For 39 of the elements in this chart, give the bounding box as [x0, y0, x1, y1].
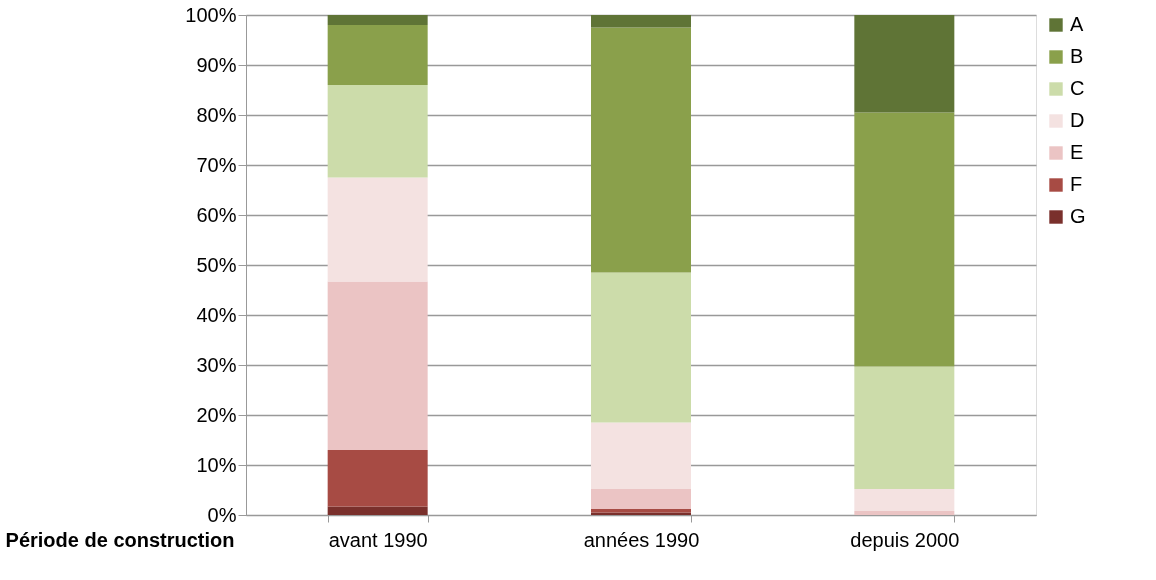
legend-label: B: [1070, 45, 1084, 67]
bar: [327, 177, 428, 282]
y-tick-label: 70%: [196, 153, 237, 176]
x-tick-label: depuis 2000: [850, 528, 960, 551]
bar: [327, 506, 428, 515]
legend-label: G: [1070, 205, 1086, 227]
bar: [327, 85, 428, 178]
bar: [327, 15, 428, 25]
x-tick-label: années 1990: [583, 528, 700, 551]
y-tick-label: 40%: [196, 303, 237, 326]
x-tick-label: avant 1990: [328, 528, 428, 551]
y-tick-label: 10%: [196, 453, 237, 476]
y-tick-label: 100%: [185, 3, 237, 26]
bar: [854, 15, 955, 113]
bar: [854, 489, 955, 511]
bar: [854, 366, 955, 489]
y-tick-label: 60%: [196, 203, 237, 226]
y-tick-label: 90%: [196, 53, 237, 76]
bar: [591, 15, 691, 28]
bar: [591, 489, 691, 509]
bar: [591, 272, 691, 423]
bar: [327, 25, 428, 85]
y-tick-label: 50%: [196, 253, 237, 276]
bar: [327, 450, 428, 507]
legend-label: E: [1070, 141, 1084, 163]
bar: [591, 27, 691, 273]
legend-label: D: [1070, 109, 1085, 131]
y-tick-label: 0%: [207, 503, 237, 526]
legend-label: F: [1070, 173, 1083, 195]
bar: [591, 422, 691, 489]
y-tick-label: 20%: [196, 403, 237, 426]
bar: [854, 112, 955, 367]
y-tick-label: 80%: [196, 103, 237, 126]
x-axis-title: Période de construction: [5, 528, 235, 551]
legend-label: A: [1070, 13, 1084, 35]
bar: [854, 511, 955, 515]
y-tick-label: 30%: [196, 353, 237, 376]
bar: [327, 281, 428, 450]
legend-label: C: [1070, 77, 1085, 99]
